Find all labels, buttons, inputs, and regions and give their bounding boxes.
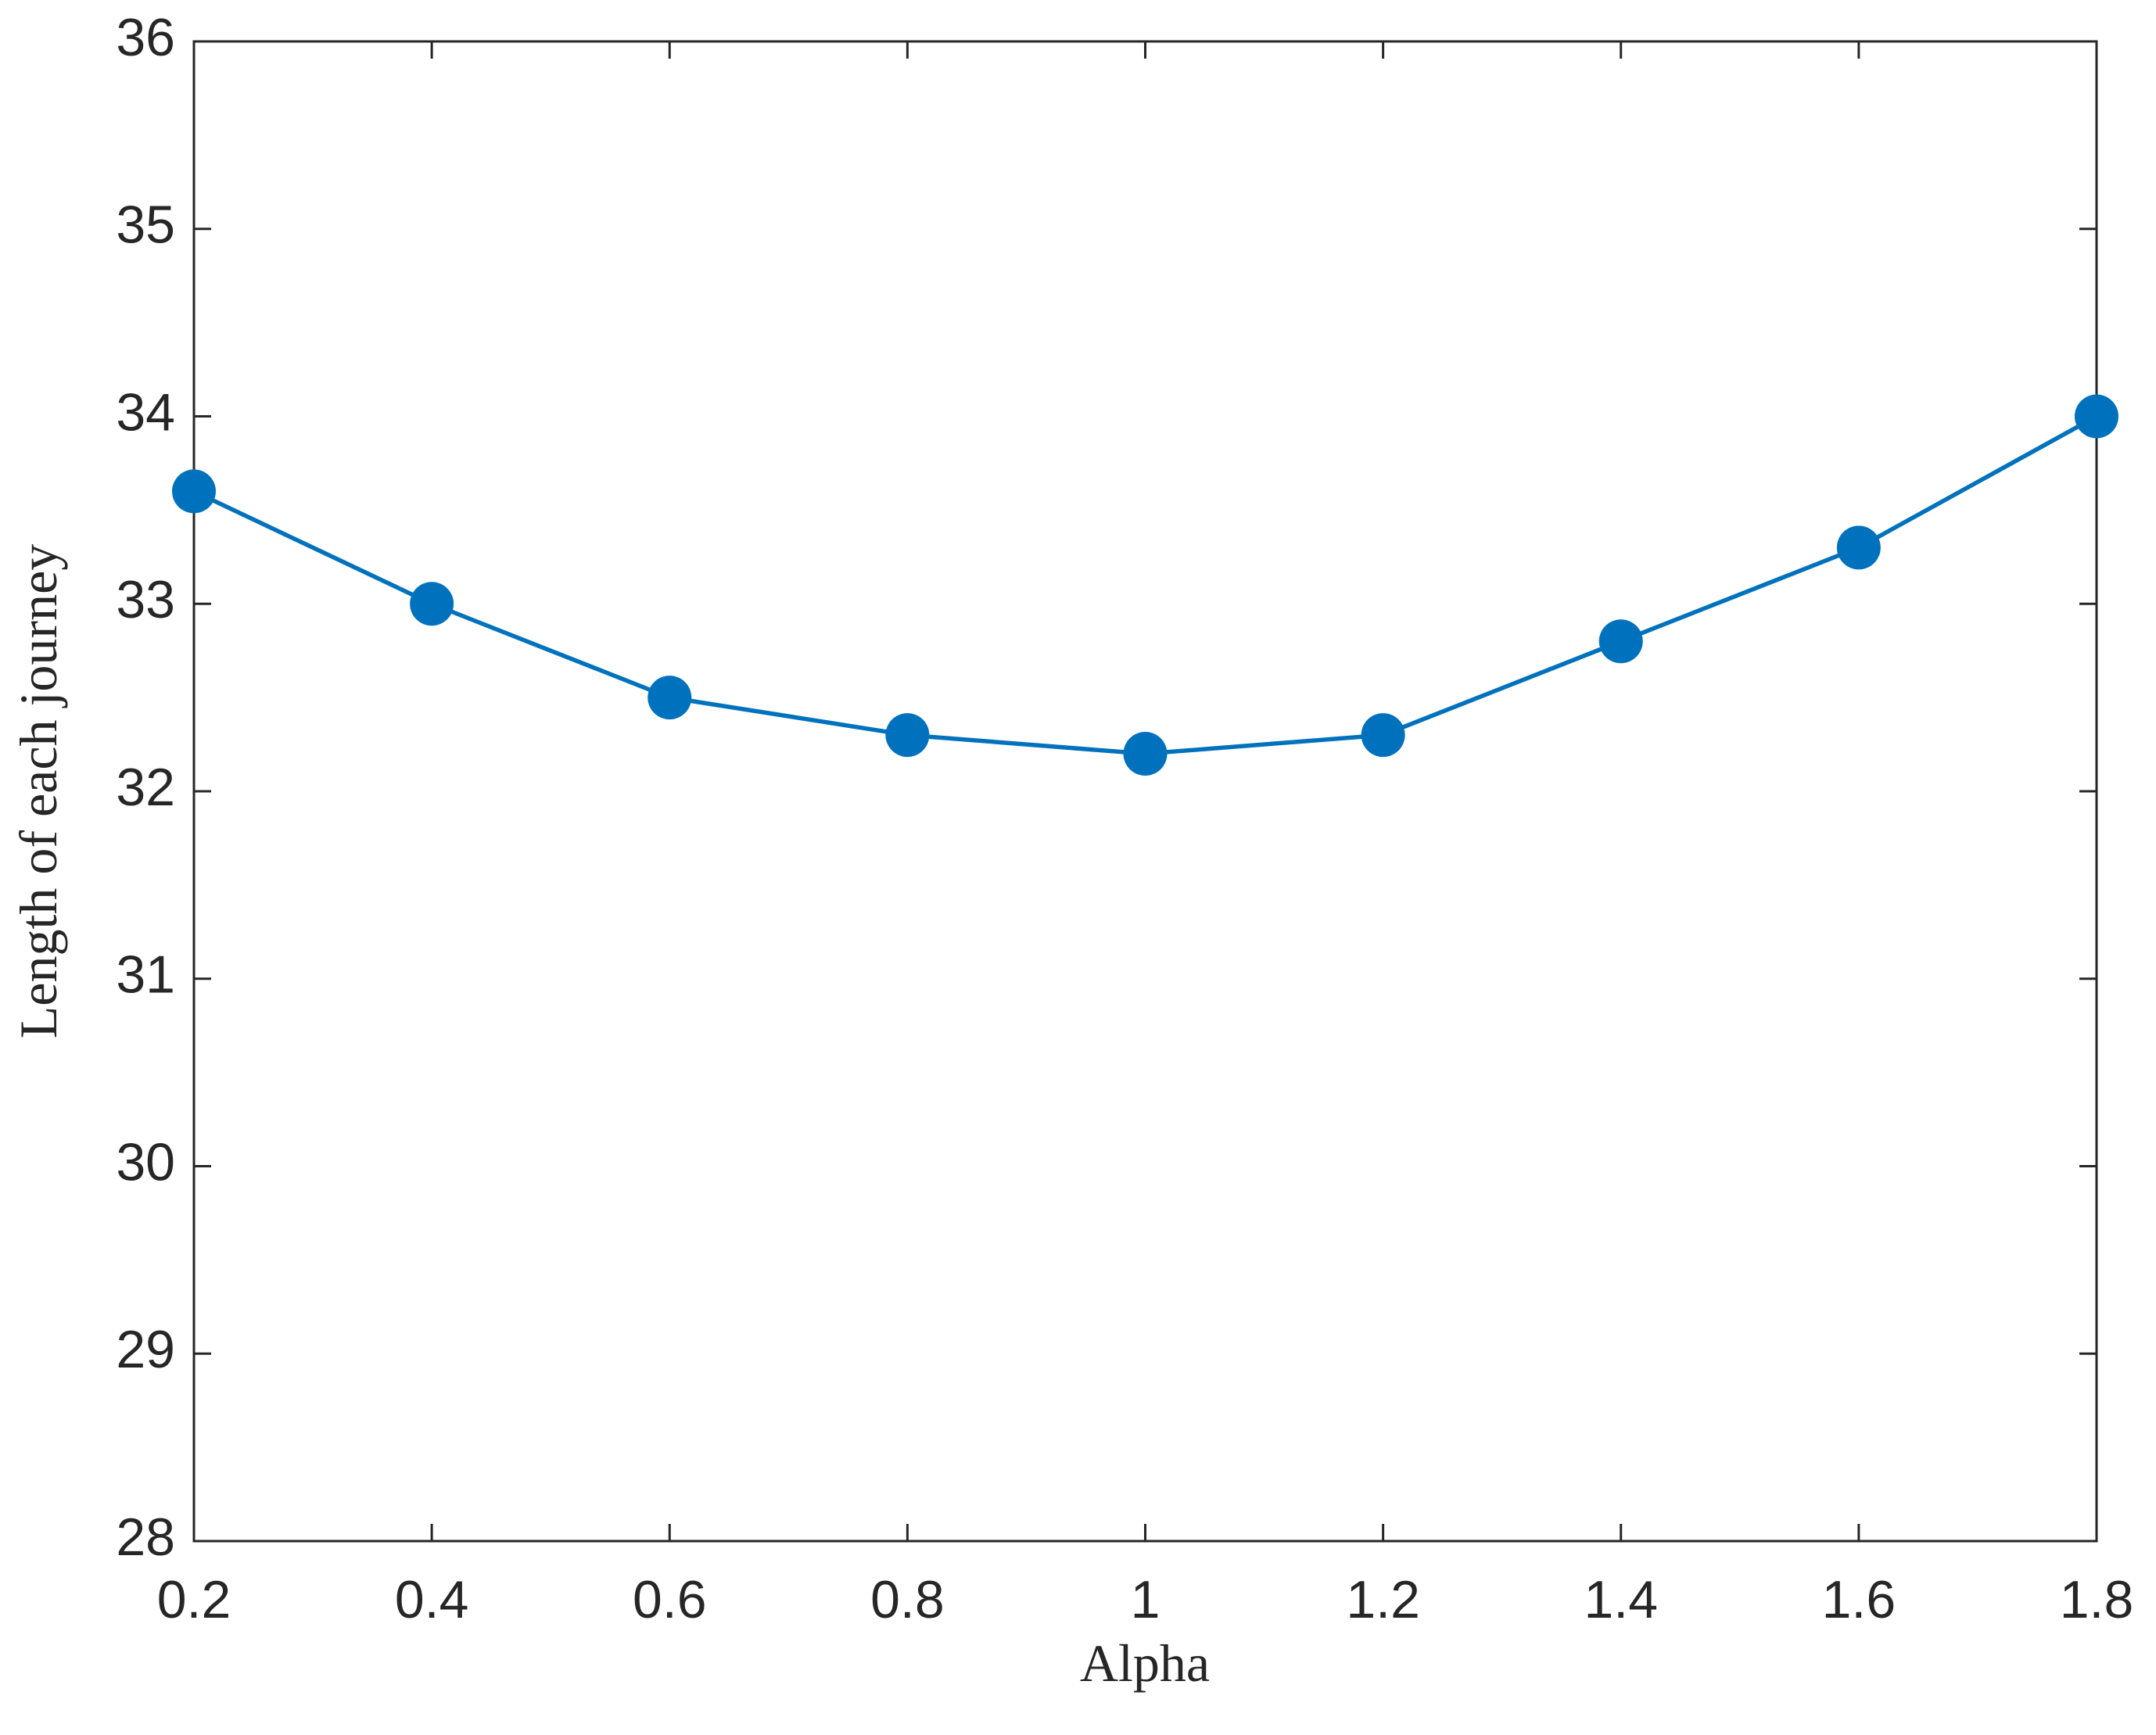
y-tick-label: 36 [116, 8, 175, 67]
data-point [172, 469, 216, 514]
y-tick-label: 30 [116, 1132, 175, 1192]
data-point [1123, 732, 1168, 776]
x-tick-label: 1.6 [1822, 1570, 1896, 1629]
y-tick-label: 33 [116, 570, 175, 629]
y-tick-label: 34 [116, 382, 175, 442]
x-tick-label: 0.4 [395, 1570, 469, 1629]
data-point [1598, 619, 1643, 664]
data-point [1361, 713, 1405, 758]
data-point [885, 713, 930, 758]
x-tick-label: 1.8 [2060, 1570, 2134, 1629]
x-tick-label: 0.2 [157, 1570, 231, 1629]
x-tick-label: 1.2 [1346, 1570, 1420, 1629]
x-axis-label: Alpha [1080, 1633, 1210, 1693]
data-point [1836, 525, 1881, 570]
y-tick-label: 31 [116, 945, 175, 1005]
data-point [648, 676, 692, 720]
y-tick-label: 29 [116, 1320, 175, 1379]
y-axis-label: Length of each journey [9, 544, 68, 1039]
y-tick-label: 32 [116, 758, 175, 817]
y-tick-label: 35 [116, 195, 175, 255]
x-tick-label: 1.4 [1584, 1570, 1658, 1629]
data-line [192, 414, 2098, 756]
data-point [2075, 394, 2118, 439]
axes-box [192, 40, 2098, 1543]
data-point [410, 582, 454, 626]
x-tick-label: 0.6 [633, 1570, 707, 1629]
y-tick-label: 28 [116, 1507, 175, 1567]
x-tick-label: 0.8 [870, 1570, 945, 1629]
x-tick-label: 1 [1131, 1570, 1161, 1629]
